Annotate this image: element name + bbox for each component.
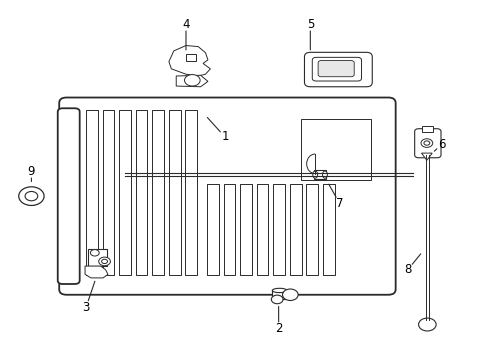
Bar (289, 184, 301, 275)
Polygon shape (421, 153, 431, 160)
Bar (206, 184, 218, 275)
Bar (136, 110, 147, 275)
FancyBboxPatch shape (304, 52, 371, 87)
Text: 4: 4 (182, 18, 189, 31)
Bar (300, 119, 370, 180)
Circle shape (271, 295, 283, 304)
Bar (185, 54, 195, 60)
FancyBboxPatch shape (312, 57, 361, 81)
Circle shape (423, 141, 429, 145)
Text: 7: 7 (335, 197, 343, 210)
Bar (421, 126, 432, 132)
Bar (102, 110, 114, 275)
Circle shape (418, 318, 435, 331)
Polygon shape (176, 75, 207, 87)
Polygon shape (85, 266, 108, 278)
Bar (256, 184, 268, 275)
Bar (88, 249, 107, 266)
Bar (273, 184, 285, 275)
Text: 6: 6 (437, 138, 445, 150)
Text: 3: 3 (82, 301, 89, 314)
Circle shape (184, 75, 200, 86)
Bar (313, 170, 325, 179)
Bar (240, 184, 251, 275)
Circle shape (19, 187, 44, 206)
Bar (185, 110, 197, 275)
Polygon shape (168, 45, 210, 76)
Circle shape (25, 192, 38, 201)
Bar (272, 291, 286, 300)
Ellipse shape (322, 171, 327, 178)
Bar (86, 110, 98, 275)
Text: 9: 9 (28, 165, 35, 177)
FancyBboxPatch shape (58, 108, 80, 284)
Text: 2: 2 (274, 322, 282, 335)
Text: 8: 8 (404, 263, 411, 276)
Circle shape (102, 259, 107, 264)
Bar (323, 184, 334, 275)
FancyBboxPatch shape (318, 60, 353, 77)
Text: 5: 5 (306, 18, 313, 31)
Bar (119, 110, 131, 275)
Ellipse shape (272, 288, 286, 293)
Circle shape (282, 289, 298, 301)
Circle shape (99, 257, 110, 266)
Ellipse shape (312, 171, 317, 178)
Bar (168, 110, 180, 275)
Bar (223, 184, 235, 275)
FancyBboxPatch shape (414, 129, 440, 158)
Circle shape (90, 249, 99, 256)
Circle shape (420, 139, 432, 147)
Bar (306, 184, 318, 275)
Bar (152, 110, 163, 275)
Text: 1: 1 (221, 130, 228, 144)
